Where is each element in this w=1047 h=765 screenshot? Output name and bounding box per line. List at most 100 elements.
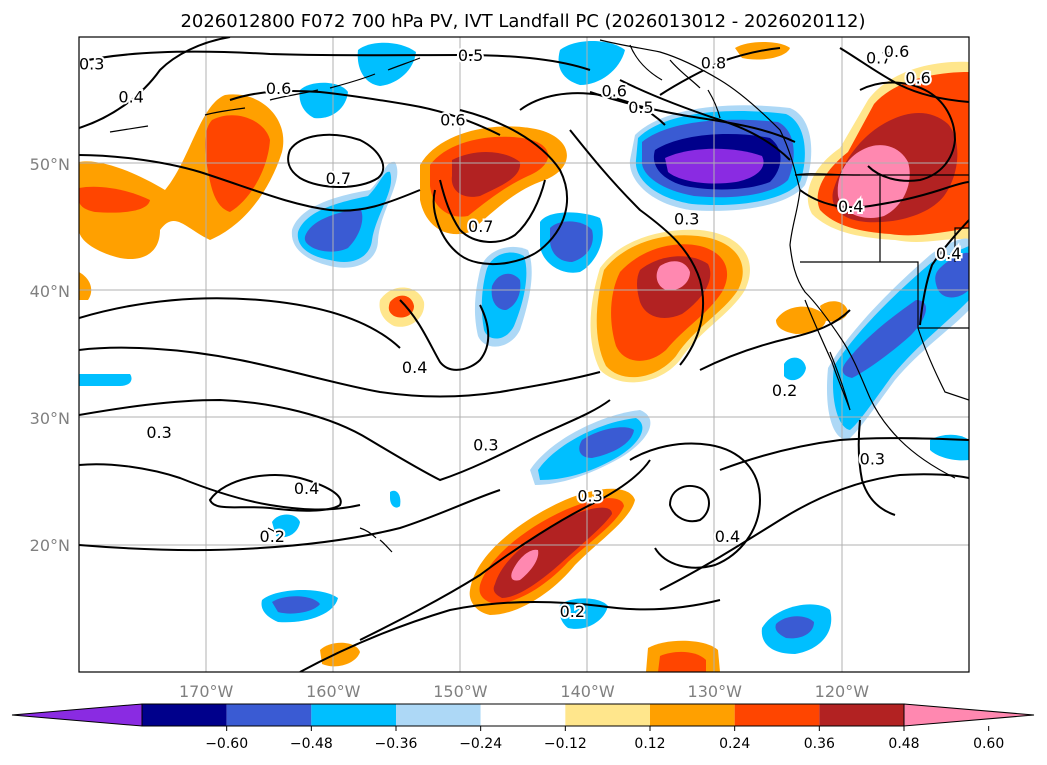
colorbar-tick-label: 0.24 <box>719 736 750 752</box>
pv-contour-label: 0.8 <box>701 53 726 72</box>
pv-contour-0.7-east <box>839 47 969 103</box>
lon-tick-label: 160°W <box>306 682 361 701</box>
positive-anomaly-east-central-60 <box>656 261 690 291</box>
pv-contour-0.8 <box>659 47 781 96</box>
negative-anomaly-central-1-36 <box>304 208 363 252</box>
negative-anomaly-small-1 <box>784 357 806 381</box>
map-title: 2026012800 F072 700 hPa PV, IVT Landfall… <box>180 11 865 32</box>
map-panel: 0.5 0.8 0.70.60.60.30.4 0.6 0.60.50.60.70.7 0… <box>78 36 970 673</box>
pv-contour-label: 0.7 <box>468 217 493 236</box>
positive-anomaly-dateline-36 <box>205 115 270 212</box>
lat-tick-label: 40°N <box>30 282 70 301</box>
pv-contour-label: 0.7 <box>866 48 891 67</box>
colorbar-swatch <box>480 704 566 726</box>
pv-contour-0.2 <box>79 489 501 552</box>
alaska-panhandle-islands <box>629 44 721 119</box>
pv-contour-0.4-mid <box>79 346 601 398</box>
pv-contour-label: 0.6 <box>884 42 909 61</box>
positive-anomaly-small-2 <box>776 306 827 334</box>
pv-contour-label: 0.3 <box>473 436 498 455</box>
pv-contour-label: 0.6 <box>266 79 291 98</box>
pv-contour-0.4-east <box>799 181 969 209</box>
positive-anomaly-small-1-36 <box>388 295 414 318</box>
pv-contour-label: 0.2 <box>560 602 585 621</box>
negative-anomaly-west-edge <box>79 374 132 386</box>
positive-anomaly-dateline-36b <box>79 186 150 213</box>
pv-contour-0.2-southeast <box>659 473 969 591</box>
pv-contour-0.6-ridge <box>619 79 791 161</box>
pv-contour-0.3-east <box>857 419 896 516</box>
pv-contour-0.4-coast <box>919 219 969 326</box>
lon-tick-label: 120°W <box>815 682 870 701</box>
pv-contour-label: 0.4 <box>294 479 319 498</box>
colorbar-swatch <box>142 704 227 726</box>
pv-contour-label: 0.6 <box>905 69 930 88</box>
pv-contour-0.7-trough <box>439 179 546 243</box>
colorbar-extend-high <box>903 703 1035 727</box>
hawaiian-islands <box>267 527 393 553</box>
pv-contour-0.3-southeast <box>719 437 969 471</box>
negative-anomaly-south-2-36 <box>775 616 814 639</box>
positive-anomaly-subtropical-60 <box>511 549 539 581</box>
pv-contour-0.3-low-south <box>629 442 762 569</box>
us-mexico-border <box>800 261 969 329</box>
pv-contour-label: 0.3 <box>79 55 104 74</box>
colorbar-outline <box>141 703 905 727</box>
negative-anomaly-mexico-coast-36b <box>935 252 969 298</box>
lon-tick-label: 130°W <box>688 682 743 701</box>
pv-contour-label: 0.2 <box>772 381 797 400</box>
lat-tick-label: 50°N <box>30 155 70 174</box>
negative-anomaly-subtropical-36 <box>579 427 634 458</box>
pc-shading-positive <box>79 42 969 672</box>
pv-contour-0.4-closed <box>399 299 490 371</box>
pv-contour-ne-closed <box>859 81 957 182</box>
negative-anomaly-south-1-36 <box>272 596 320 614</box>
negative-anomaly-central-2-36 <box>491 273 521 310</box>
negative-anomaly-south-4 <box>272 514 300 538</box>
pv-contour-0.7-closed <box>287 133 385 188</box>
pv-contour-label: 0.7 <box>326 169 351 188</box>
pv-contour-label: 0.4 <box>715 527 740 546</box>
colorbar-tick-label: −0.24 <box>459 736 502 752</box>
pv-contour-0.4-low <box>79 463 361 511</box>
colorbar-swatch <box>226 704 312 726</box>
colorbar-swatch <box>565 704 650 726</box>
negative-anomaly-mexico-coast-36 <box>842 300 927 378</box>
pv-contour-0.4-closed-low <box>668 485 710 523</box>
lon-tick-label: 140°W <box>560 682 615 701</box>
map-frame <box>78 36 970 673</box>
axis-tick-labels: 170°W 160°W 150°W 140°W 130°W 120°W 20°N 30°N 40… <box>30 155 870 701</box>
lon-tick-label: 150°W <box>433 682 488 701</box>
pv-contour-label: 0.3 <box>674 210 699 229</box>
pv-contour-0.3-south <box>359 459 651 641</box>
pv-contours <box>79 37 969 672</box>
pv-contour-label: 0.4 <box>118 88 143 107</box>
colorbar-swatch <box>819 704 904 726</box>
colorbar-extend-low <box>11 703 143 727</box>
colorbar-swatch <box>311 704 396 726</box>
colorbar-tick-label: 0.48 <box>888 736 919 752</box>
pv-contour-0.4-closed-south <box>208 473 342 512</box>
pv-contour-label: 0.5 <box>628 98 653 117</box>
colorbar-tick-label: −0.36 <box>375 736 418 752</box>
pv-contour-label: 0.4 <box>936 244 961 263</box>
pv-contour-0.3-mid <box>79 297 401 349</box>
pv-contour-label: 0.4 <box>838 197 863 216</box>
canada-border <box>794 173 861 176</box>
pv-contour-labels: 0.5 0.8 0.70.60.60.30.4 0.6 0.60.50.60.70.7 0… <box>79 40 963 623</box>
pv-contour-0.2-east <box>699 309 851 371</box>
pv-contour-0.5-ridge <box>589 91 796 143</box>
colorbar-tick-label: 0.36 <box>804 736 835 752</box>
pv-contour-label: 0.3 <box>860 450 885 469</box>
mexico-interior-border <box>917 327 969 401</box>
graticule <box>79 37 969 672</box>
pv-contour-0.7-west <box>79 154 421 212</box>
pv-contour-0.4-north <box>79 37 231 129</box>
pv-contour-0.3-wave <box>79 398 611 482</box>
positive-anomaly-small-6 <box>320 642 360 667</box>
lat-tick-label: 30°N <box>30 409 70 428</box>
lon-tick-label: 170°W <box>179 682 234 701</box>
colorbar-swatch <box>734 704 820 726</box>
colorbar-tick-label: 0.60 <box>973 736 1004 752</box>
